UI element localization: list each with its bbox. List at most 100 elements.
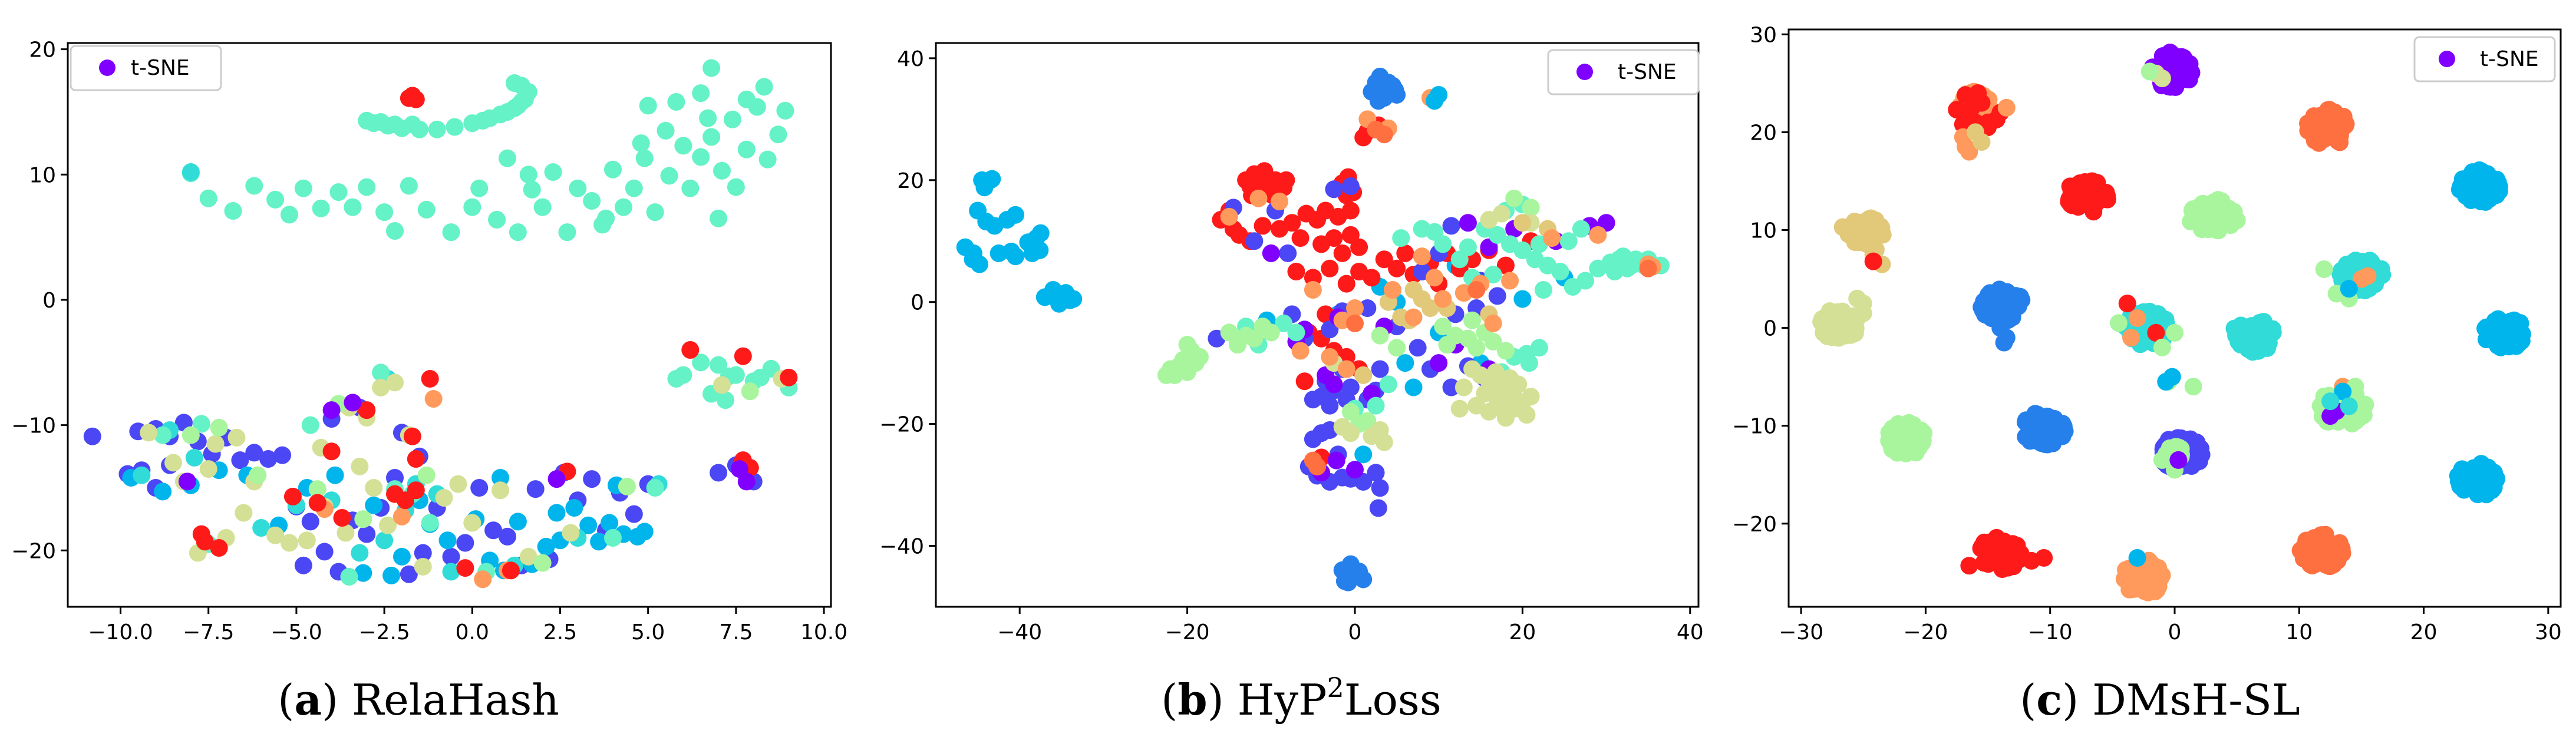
scatter-point [249, 466, 267, 484]
scatter-point [1358, 412, 1377, 430]
scatter-point [1543, 229, 1561, 247]
scatter-point [1476, 384, 1494, 402]
scatter-point [382, 566, 401, 584]
scatter-point [583, 191, 601, 210]
scatter-point [723, 110, 741, 128]
scatter-point [1484, 266, 1502, 284]
cluster [2115, 551, 2171, 602]
scatter-point [400, 565, 418, 583]
scatter-point [2359, 267, 2377, 285]
scatter-point [273, 446, 292, 464]
scatter-point [1486, 363, 1505, 381]
scatter-point [1987, 110, 2006, 128]
scatter-point [470, 179, 489, 197]
scatter-point [235, 504, 253, 522]
scatter-point [83, 427, 101, 445]
scatter-point [737, 140, 756, 158]
scatter-point [372, 363, 390, 382]
scatter-point [583, 470, 601, 488]
scatter-point [1454, 378, 1473, 396]
scatter-point [379, 516, 397, 534]
scatter-point [456, 559, 474, 577]
scatter-point [1350, 238, 1368, 256]
scatter-point [2166, 323, 2184, 342]
scatter-point [283, 487, 302, 505]
cluster-point [2323, 114, 2341, 132]
scatter-point [1450, 399, 1469, 418]
scatter-point [1864, 252, 1882, 270]
scatter-point [1358, 299, 1377, 318]
scatter-point [579, 516, 598, 534]
x-tick-label: 0 [2168, 620, 2182, 645]
scatter-point [1369, 92, 1387, 110]
caption-b: (b) HyP2Loss [1161, 672, 1442, 725]
y-tick-label: 0 [1763, 317, 1777, 341]
scatter-point [1434, 318, 1452, 336]
scatter-point [1064, 290, 1083, 308]
scatter-point [1287, 323, 1305, 342]
scatter-point [400, 89, 418, 107]
scatter-point [2140, 62, 2159, 81]
scatter-point [488, 210, 506, 229]
x-tick-label: −7.5 [183, 620, 234, 645]
scatter-point [646, 478, 664, 497]
plot-area-c: −30 −20 −10 0 10 20 30 −20 −10 0 10 20 30 [1732, 23, 2562, 645]
scatter-point [1371, 326, 1389, 345]
cluster-point [1899, 424, 1918, 442]
scatter-point [2118, 295, 2136, 313]
cluster-point [2469, 485, 2487, 504]
scatter-point [1526, 250, 1544, 269]
scatter-point [505, 74, 523, 92]
cluster-point [2036, 435, 2054, 454]
scatter-point [710, 209, 728, 227]
cluster-point [2192, 439, 2210, 458]
y-tick-label: 20 [897, 169, 924, 193]
scatter-point [512, 92, 530, 111]
scatter-point [280, 206, 298, 224]
scatter-point [614, 198, 632, 216]
scatter-point [403, 115, 421, 134]
scatter-points [956, 67, 1670, 591]
scatter-point [1031, 241, 1049, 259]
scatter-point [421, 514, 439, 532]
legend-label: t-SNE [2480, 47, 2539, 71]
scatter-point [442, 563, 460, 581]
legend-c: t-SNE [2413, 36, 2556, 82]
cluster [2449, 455, 2506, 504]
scatter-point [498, 527, 516, 546]
scatter-point [386, 374, 404, 392]
scatter-point [298, 531, 316, 550]
scatter-point [660, 167, 678, 185]
axes-frame [935, 42, 1700, 608]
scatter-point [1002, 242, 1020, 260]
cluster-point [2250, 321, 2268, 339]
scatter-point [474, 111, 492, 130]
x-tick-label: −2.5 [358, 620, 410, 645]
scatter-point [414, 544, 432, 562]
cluster-point [1990, 550, 2008, 569]
scatter-point [1442, 378, 1460, 396]
cluster-point [2086, 187, 2104, 206]
scatter-point [301, 416, 319, 434]
scatter-point [983, 170, 1001, 188]
scatter-point [509, 513, 527, 531]
scatter-point [755, 78, 773, 96]
x-tick-label: 0.0 [456, 620, 489, 645]
cluster-point [2319, 549, 2337, 567]
y-tick-label: −10 [1732, 415, 1777, 439]
scatter-point [1467, 339, 1486, 357]
scatter-point [322, 442, 341, 461]
scatter-point [1031, 224, 1050, 242]
scatter-point [340, 567, 358, 586]
y-tick-label: −10 [11, 414, 56, 438]
scatter-point [1249, 189, 1268, 207]
cluster [2299, 101, 2355, 152]
scatter-point [280, 534, 298, 552]
scatter-point [449, 475, 467, 493]
scatter-point [1534, 281, 1552, 299]
legend-box [2413, 36, 2556, 82]
scatter-point [713, 376, 731, 394]
scatter-point [428, 120, 446, 138]
cluster-point [1996, 292, 2014, 310]
scatter-point [2157, 372, 2175, 391]
